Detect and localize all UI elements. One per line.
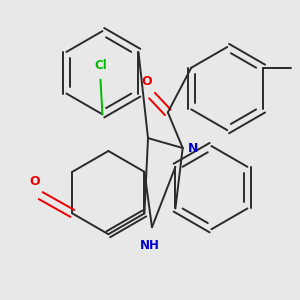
Text: N: N xyxy=(188,142,198,154)
Text: O: O xyxy=(142,75,152,88)
Text: NH: NH xyxy=(140,239,160,252)
Text: O: O xyxy=(29,175,40,188)
Text: Cl: Cl xyxy=(94,59,107,72)
